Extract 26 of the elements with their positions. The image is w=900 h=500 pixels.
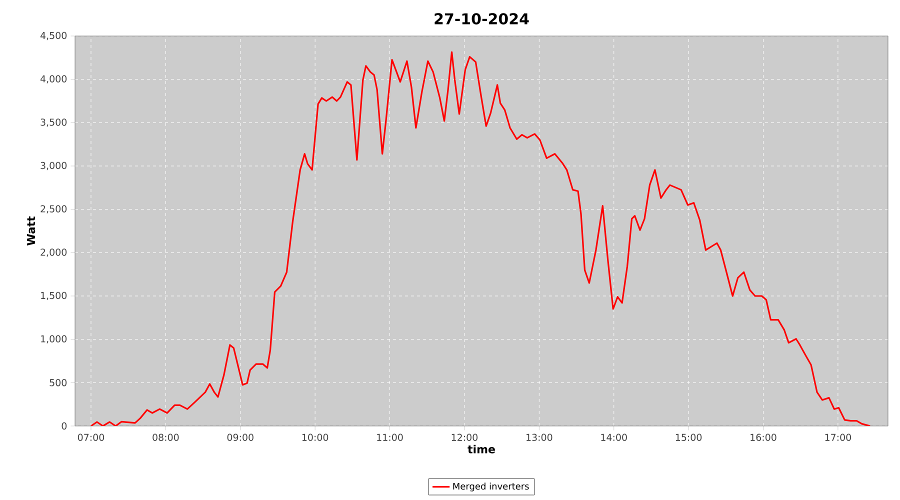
y-tick-label: 3,000 [40,162,67,170]
y-tick-label: 2,500 [40,205,67,214]
y-tick-label: 4,000 [40,75,67,84]
x-tick-label: 07:00 [78,434,104,441]
chart-title: 27-10-2024 [434,13,529,24]
legend-label: Merged inverters [453,482,529,492]
x-tick-label: 10:00 [302,434,328,441]
x-tick-label: 14:00 [601,434,627,441]
y-tick-label: 1,000 [41,335,67,344]
x-tick-label: 09:00 [227,434,254,441]
line-series [90,51,871,426]
x-tick-label: 13:00 [526,434,552,441]
x-tick-label: 17:00 [825,434,851,441]
x-tick-label: 15:00 [676,434,702,441]
y-tick-label: 2,000 [40,248,67,257]
y-tick-label: 3,500 [40,118,67,127]
y-tick-label: 0 [62,422,67,430]
x-tick-label: 08:00 [152,434,179,441]
y-tick-label: 4,500 [40,32,67,40]
x-axis-title: time [468,444,495,454]
x-tick-label: 16:00 [750,434,776,441]
y-axis-title: Watt [26,216,36,246]
y-tick-label: 500 [50,379,67,386]
x-tick-label: 12:00 [452,434,478,441]
y-tick-label: 1,500 [41,292,67,300]
x-tick-label: 11:00 [377,434,403,441]
